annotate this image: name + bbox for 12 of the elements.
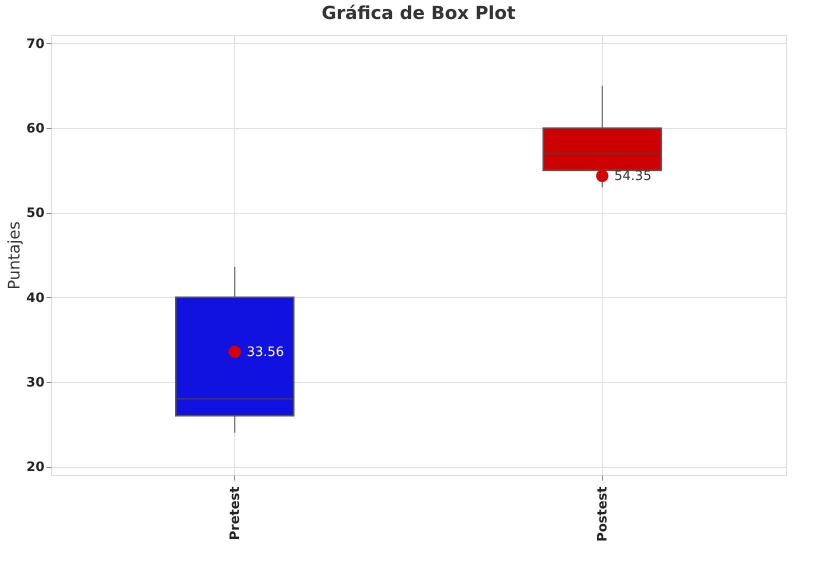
y-tick-label: 50 xyxy=(26,206,44,222)
chart-title: Gráfica de Box Plot xyxy=(322,3,516,24)
y-tick-label: 70 xyxy=(26,36,44,52)
x-tick-label: Postest xyxy=(595,486,610,542)
annotation: 54.35 xyxy=(614,168,652,184)
y-tick-label: 60 xyxy=(26,122,44,137)
y-tick-label: 20 xyxy=(26,460,44,476)
y-tick-label: 30 xyxy=(26,375,44,390)
annotation: 33.56 xyxy=(246,344,284,360)
y-tick-label: 40 xyxy=(26,290,44,306)
x-tick-label: Pretest xyxy=(228,486,243,540)
y-axis-title: Puntajes xyxy=(4,221,24,290)
